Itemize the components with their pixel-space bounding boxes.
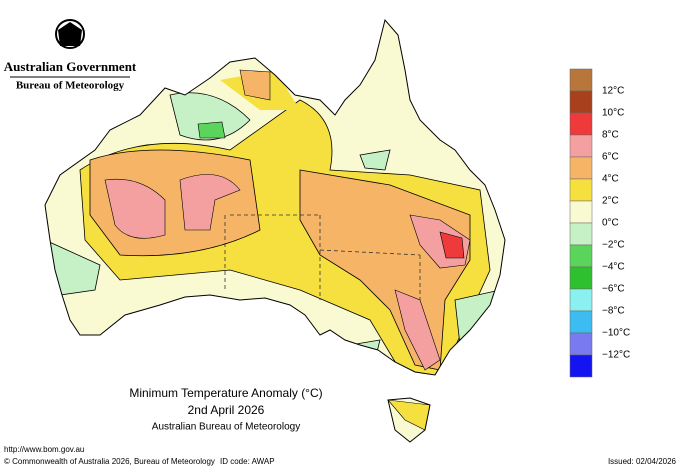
- legend-swatch: [569, 332, 593, 356]
- legend-swatch: [569, 68, 593, 92]
- legend-swatch: [569, 244, 593, 268]
- legend: 12°C 10°C 8°C 6°C 4°C 2°C 0°C −2°C −4°C −6°C −8°C −…: [569, 68, 630, 378]
- legend-label: 2°C: [602, 196, 619, 207]
- legend-swatch: [569, 288, 593, 312]
- legend-label: −8°C: [602, 306, 625, 317]
- legend-label: 6°C: [602, 152, 619, 163]
- legend-swatch: [569, 134, 593, 158]
- legend-swatch: [569, 222, 593, 246]
- map-date: 2nd April 2026: [188, 403, 265, 417]
- legend-label: 0°C: [602, 218, 619, 229]
- map-source: Australian Bureau of Meteorology: [152, 422, 300, 433]
- government-name: Australian Government: [4, 59, 137, 74]
- legend-swatch: [569, 178, 593, 202]
- logo: [55, 19, 85, 49]
- legend-swatch: [569, 266, 593, 290]
- footer-issued: Issued: 02/04/2026: [608, 457, 677, 466]
- legend-label: 12°C: [602, 86, 624, 97]
- legend-swatch: [569, 354, 593, 378]
- legend-label: 4°C: [602, 174, 619, 185]
- map-title: Minimum Temperature Anomaly (°C): [129, 386, 322, 400]
- legend-label: 8°C: [602, 130, 619, 141]
- legend-swatch: [569, 90, 593, 114]
- legend-label: −12°C: [602, 350, 630, 361]
- footer-copyright: © Commonwealth of Australia 2026, Bureau…: [4, 457, 215, 466]
- bureau-name: Bureau of Meteorology: [16, 80, 125, 92]
- legend-label: 10°C: [602, 108, 624, 119]
- legend-swatch: [569, 156, 593, 180]
- legend-label: −4°C: [602, 262, 625, 273]
- footer-id: ID code: AWAP: [220, 457, 275, 466]
- legend-swatch: [569, 200, 593, 224]
- legend-swatch: [569, 310, 593, 334]
- footer-url: http://www.bom.gov.au: [4, 445, 84, 454]
- legend-swatch: [569, 112, 593, 136]
- legend-label: −6°C: [602, 284, 625, 295]
- legend-label: −2°C: [602, 240, 625, 251]
- legend-label: −10°C: [602, 328, 630, 339]
